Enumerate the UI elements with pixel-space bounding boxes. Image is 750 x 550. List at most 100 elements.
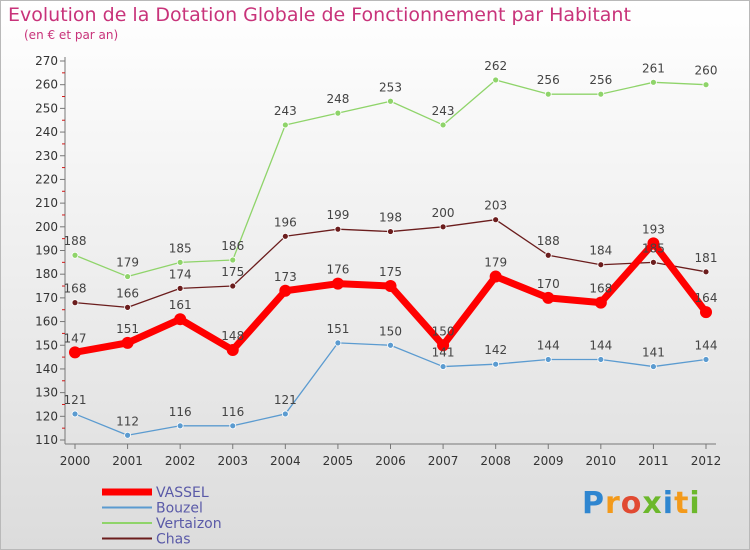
- data-label-chas: 184: [589, 244, 612, 258]
- y-tick-label: 110: [35, 433, 58, 447]
- data-point-bouzel: [387, 341, 394, 349]
- data-point-chas: [650, 258, 657, 266]
- data-point-bouzel: [492, 360, 500, 368]
- y-tick-label: 160: [35, 315, 58, 329]
- data-point-vertaizon: [124, 273, 131, 280]
- legend-label-vertaizon: Vertaizon: [156, 516, 222, 532]
- data-point-chas: [334, 225, 342, 233]
- data-label-vertaizon: 185: [169, 241, 192, 255]
- data-label-bouzel: 112: [116, 414, 139, 428]
- data-label-chas: 181: [695, 251, 718, 265]
- data-point-vertaizon: [71, 251, 79, 259]
- y-tick-label: 230: [35, 149, 58, 163]
- x-tick-label: 2009: [533, 454, 564, 468]
- data-label-vertaizon: 186: [221, 239, 244, 253]
- data-label-chas: 188: [537, 234, 560, 248]
- data-label-chas: 203: [484, 199, 507, 213]
- data-point-vertaizon: [281, 121, 289, 129]
- x-tick-label: 2002: [165, 454, 196, 468]
- data-point-vassel: [489, 270, 502, 283]
- data-point-bouzel: [702, 356, 710, 363]
- legend-label-chas: Chas: [156, 532, 191, 548]
- x-tick-label: 2001: [112, 454, 143, 468]
- x-tick-label: 2012: [691, 454, 722, 468]
- y-tick-label: 200: [35, 220, 58, 234]
- data-point-chas: [176, 284, 184, 292]
- data-label-vassel: 170: [537, 277, 560, 291]
- y-tick-label: 120: [35, 409, 58, 423]
- data-label-vertaizon: 256: [537, 73, 560, 87]
- y-tick-label: 140: [35, 362, 58, 376]
- data-point-bouzel: [281, 410, 289, 418]
- y-tick-label: 170: [35, 291, 58, 305]
- data-label-vertaizon: 243: [274, 104, 297, 118]
- data-point-chas: [387, 228, 394, 235]
- y-tick-label: 150: [35, 338, 58, 352]
- data-label-bouzel: 142: [484, 343, 507, 357]
- x-tick-label: 2006: [375, 454, 406, 468]
- x-tick-label: 2000: [60, 454, 91, 468]
- data-label-bouzel: 144: [695, 338, 718, 352]
- data-labels: 121 112 116 116 121 151 150 141 142 144 144 141 144 1…: [64, 59, 718, 428]
- y-tick-label: 260: [35, 78, 58, 92]
- data-label-vassel: 164: [695, 291, 718, 305]
- data-point-vertaizon: [544, 90, 552, 98]
- data-label-vertaizon: 179: [116, 256, 139, 270]
- data-label-bouzel: 121: [274, 393, 297, 407]
- data-point-vassel: [279, 284, 292, 297]
- data-point-chas: [124, 303, 131, 311]
- x-tick-label: 2007: [428, 454, 459, 468]
- data-point-vertaizon: [229, 256, 237, 264]
- data-label-bouzel: 144: [589, 338, 612, 352]
- data-point-bouzel: [229, 422, 237, 430]
- data-label-bouzel: 141: [432, 346, 455, 360]
- data-label-chas: 196: [274, 215, 297, 229]
- data-label-vassel: 176: [326, 263, 349, 277]
- series-line-bouzel: [74, 342, 707, 436]
- y-tick-label: 210: [35, 196, 58, 210]
- data-label-chas: 198: [379, 211, 402, 225]
- data-point-vassel: [69, 346, 81, 359]
- data-point-bouzel: [124, 431, 131, 439]
- x-tick-label: 2005: [323, 454, 354, 468]
- data-point-vertaizon: [387, 97, 394, 105]
- data-label-vertaizon: 248: [326, 92, 349, 106]
- data-label-vertaizon: 188: [64, 234, 87, 248]
- chart-title: Evolution de la Dotation Globale de Fonc…: [8, 4, 631, 26]
- data-point-vassel: [437, 339, 450, 352]
- series-layer: [69, 76, 712, 439]
- x-tick-label: 2011: [638, 454, 669, 468]
- data-point-vertaizon: [439, 121, 447, 129]
- y-tick-label: 250: [35, 101, 58, 115]
- chart-subtitle: (en € et par an): [24, 28, 119, 42]
- data-point-chas: [544, 251, 552, 259]
- data-point-chas: [492, 216, 500, 224]
- data-label-vassel: 193: [642, 222, 665, 236]
- data-label-chas: 174: [169, 267, 192, 281]
- y-tick-label: 220: [35, 172, 58, 186]
- y-tick-label: 180: [35, 267, 58, 281]
- data-point-vassel: [174, 313, 187, 326]
- data-point-chas: [281, 232, 289, 240]
- data-point-vertaizon: [702, 81, 710, 89]
- data-point-vertaizon: [334, 109, 342, 117]
- data-label-vassel: 179: [484, 256, 507, 270]
- data-point-vassel: [647, 237, 660, 250]
- legend-label-vassel: VASSEL: [156, 485, 209, 501]
- data-point-vassel: [226, 343, 239, 356]
- data-label-chas: 199: [326, 208, 349, 222]
- data-label-chas: 168: [64, 282, 87, 296]
- data-label-vertaizon: 256: [589, 73, 612, 87]
- data-point-chas: [229, 282, 237, 290]
- data-point-vertaizon: [176, 258, 184, 266]
- data-point-vertaizon: [650, 78, 657, 86]
- data-point-chas: [597, 261, 605, 269]
- data-point-vertaizon: [492, 76, 500, 84]
- data-point-chas: [439, 223, 447, 231]
- data-label-vassel: 175: [379, 265, 402, 279]
- data-label-vassel: 168: [589, 282, 612, 296]
- data-label-chas: 175: [221, 265, 244, 279]
- data-point-vassel: [331, 277, 344, 290]
- x-tick-label: 2003: [217, 454, 248, 468]
- proxiti-logo: Proxiti: [582, 486, 701, 521]
